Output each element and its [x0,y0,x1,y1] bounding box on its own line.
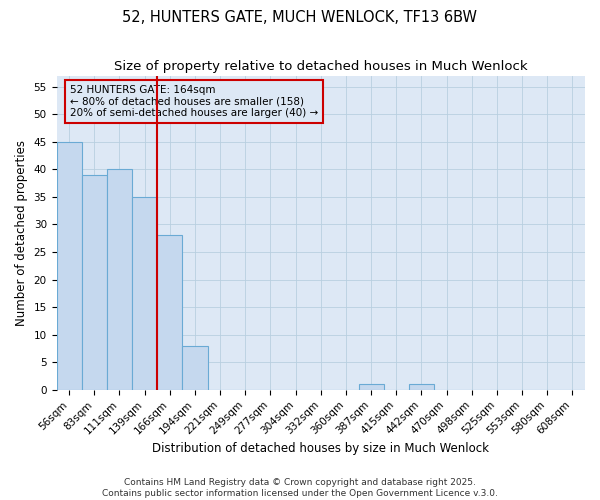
Text: 52 HUNTERS GATE: 164sqm
← 80% of detached houses are smaller (158)
20% of semi-d: 52 HUNTERS GATE: 164sqm ← 80% of detache… [70,85,318,118]
Bar [132,197,157,390]
X-axis label: Distribution of detached houses by size in Much Wenlock: Distribution of detached houses by size … [152,442,489,455]
Bar [157,236,182,390]
Title: Size of property relative to detached houses in Much Wenlock: Size of property relative to detached ho… [114,60,527,73]
Bar [182,346,208,390]
Bar [107,170,132,390]
Y-axis label: Number of detached properties: Number of detached properties [15,140,28,326]
Text: Contains HM Land Registry data © Crown copyright and database right 2025.
Contai: Contains HM Land Registry data © Crown c… [102,478,498,498]
Bar [409,384,434,390]
Bar [82,175,107,390]
Bar [359,384,383,390]
Text: 52, HUNTERS GATE, MUCH WENLOCK, TF13 6BW: 52, HUNTERS GATE, MUCH WENLOCK, TF13 6BW [122,10,478,25]
Bar [56,142,82,390]
